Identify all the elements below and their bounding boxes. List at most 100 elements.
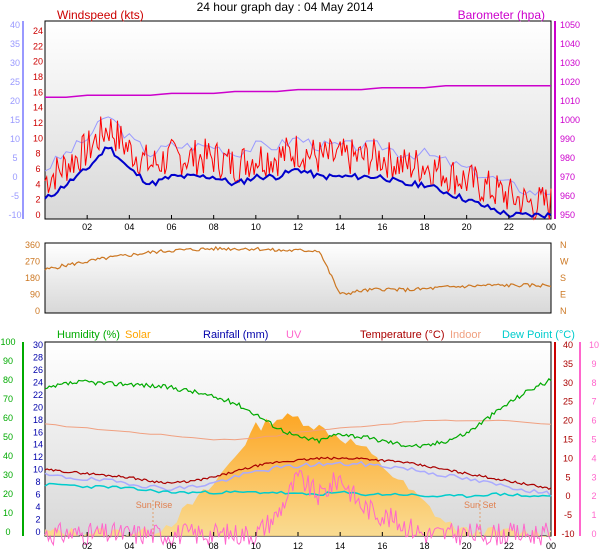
x-tick-label: 06	[166, 541, 176, 551]
x-tick-label: 04	[124, 541, 134, 551]
compass-tick-label: S	[560, 273, 566, 283]
humidity-tick-label: 90	[3, 356, 13, 366]
x-tick-label: 02	[82, 541, 92, 551]
temperature-tick-label: 5	[565, 472, 570, 482]
rainfall-tick-label: 14	[33, 440, 43, 450]
humidity-tick-label: 10	[3, 508, 13, 518]
humidity-tick-label: 40	[3, 451, 13, 461]
x-tick-label: 10	[251, 222, 261, 232]
wind-series	[44, 85, 552, 221]
temperature-tick-label: 40	[563, 340, 573, 350]
humidity-tick-label: 100	[0, 337, 15, 347]
barometer-tick-label: 950	[560, 210, 575, 220]
rainfall-tick-label: 16	[33, 427, 43, 437]
x-tick-label: 16	[377, 222, 387, 232]
direction-ticks: 360 270 180 90 0	[25, 240, 40, 316]
windchill-tick-label: 25	[10, 77, 20, 87]
x-tick-label: 06	[166, 222, 176, 232]
rainfall-tick-label: 0	[35, 527, 40, 537]
windspeed-tick-label: 0	[35, 210, 40, 220]
uv-tick-label: 2	[591, 491, 596, 501]
windchill-tick-label: 0	[12, 172, 17, 182]
temperature-tick-label: 25	[563, 397, 573, 407]
windchill-tick-label: 30	[10, 58, 20, 68]
temperature-tick-label: 20	[563, 416, 573, 426]
x-tick-label: 20	[462, 222, 472, 232]
compass-tick-label: N	[560, 240, 567, 250]
uv-tick-label: 1	[591, 510, 596, 520]
uv-tick-label: 10	[589, 340, 599, 350]
rainfall-tick-label: 28	[33, 352, 43, 362]
apparent-temperature-line	[44, 460, 552, 497]
windspeed-tick-label: 22	[33, 41, 43, 51]
humidity-tick-label: 30	[3, 470, 13, 480]
windspeed-tick-label: 24	[33, 26, 43, 36]
rainfall-tick-label: 4	[35, 502, 40, 512]
label-dewpoint: Dew Point (°C)	[502, 329, 575, 341]
direction-series	[44, 245, 552, 296]
windchill-tick-label: 35	[10, 39, 20, 49]
direction-tick-label: 0	[35, 306, 40, 316]
compass-tick-label: N	[560, 306, 567, 316]
rainfall-tick-label: 24	[33, 377, 43, 387]
direction-tick-label: 360	[25, 240, 40, 250]
windchill-tick-label: 20	[10, 96, 20, 106]
label-rainfall: Rainfall (mm)	[203, 329, 268, 341]
windspeed-tick-label: 4	[35, 179, 40, 189]
windspeed-tick-label: 8	[35, 149, 40, 159]
barometer-ticks: 1050 1040 1030 1020 1010 1000 990 980 970 960 950	[560, 20, 580, 220]
x-tick-label: 10	[251, 541, 261, 551]
label-indoor: Indoor	[450, 329, 482, 341]
x-tick-label: 04	[124, 222, 134, 232]
barometer-axis-label: Barometer (hpa)	[458, 8, 545, 22]
x-tick-label: 08	[209, 541, 219, 551]
humidity-tick-label: 70	[3, 394, 13, 404]
gust-line	[44, 116, 552, 221]
compass-tick-label: E	[560, 290, 566, 300]
windchill-tick-label: 10	[10, 134, 20, 144]
x-tick-label: 00	[546, 222, 556, 232]
windchill-tick-label: 15	[10, 115, 20, 125]
barometer-tick-label: 1010	[560, 96, 580, 106]
x-tick-label: 00	[546, 541, 556, 551]
main-x-ticks: 02 04 06 08 10 12 14 16 18 20 22 00	[82, 532, 556, 551]
rainfall-tick-label: 2	[35, 515, 40, 525]
temperature-tick-label: -5	[564, 510, 572, 520]
windspeed-tick-label: 10	[33, 133, 43, 143]
windspeed-tick-label: 12	[33, 118, 43, 128]
uv-tick-label: 0	[591, 529, 596, 539]
rainfall-tick-label: 18	[33, 415, 43, 425]
direction-tick-label: 90	[30, 290, 40, 300]
temperature-line	[44, 456, 552, 491]
temperature-tick-label: 0	[565, 491, 570, 501]
x-tick-label: 14	[335, 222, 345, 232]
uv-tick-label: 3	[591, 472, 596, 482]
barometer-tick-label: 990	[560, 134, 575, 144]
main-panel-labels: Humidity (%) Solar Rainfall (mm) UV Temperat…	[57, 329, 575, 341]
humidity-tick-label: 20	[3, 489, 13, 499]
windspeed-tick-label: 16	[33, 87, 43, 97]
x-tick-label: 18	[419, 541, 429, 551]
rainfall-tick-label: 20	[33, 402, 43, 412]
chart-title: 24 hour graph day : 04 May 2014	[197, 0, 374, 14]
rainfall-tick-label: 10	[33, 465, 43, 475]
barometer-tick-label: 1000	[560, 115, 580, 125]
compass-tick-label: W	[560, 257, 569, 267]
windspeed-tick-label: 20	[33, 57, 43, 67]
windspeed-tick-label: 18	[33, 72, 43, 82]
temperature-tick-label: 35	[563, 359, 573, 369]
x-tick-label: 14	[335, 541, 345, 551]
x-tick-label: 20	[462, 541, 472, 551]
x-tick-label: 12	[293, 541, 303, 551]
wind-left-ticks: 40 35 30 25 20 15 10 5 0 -5 -10	[8, 20, 21, 220]
temperature-tick-label: -10	[561, 529, 574, 539]
uv-tick-label: 7	[591, 397, 596, 407]
humidity-line	[44, 377, 552, 449]
windspeed-tick-label: 14	[33, 103, 43, 113]
windchill-tick-label: 5	[12, 153, 17, 163]
